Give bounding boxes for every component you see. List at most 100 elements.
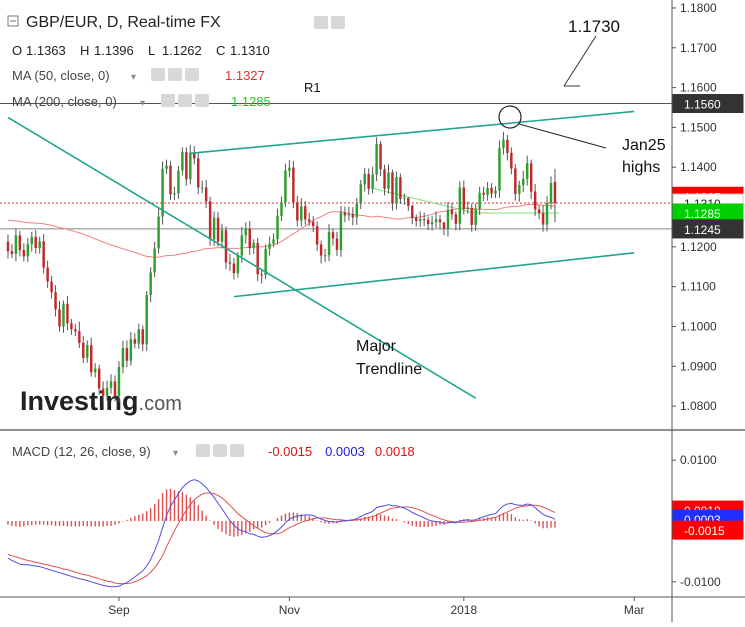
candle-body [161,168,164,217]
macd-line [7,479,556,588]
candle-body [224,230,228,263]
candle-body [204,187,208,202]
candle-body [256,242,259,275]
candle-body [280,202,283,216]
price-tick-label-2: 1.1600 [680,81,717,95]
candle-body [125,347,129,361]
time-label-sep: Sep [108,603,130,617]
time-label-nov: Nov [279,603,300,617]
candle-body [6,241,10,252]
macd-settings-icon-2[interactable] [230,444,244,457]
candle-body [494,190,497,194]
ohlc-label-h: H [80,43,89,58]
candle-body [244,228,248,236]
macd-legend-value-0: -0.0015 [268,444,312,459]
candle-body [454,214,458,224]
price-tick-label-0: 1.1800 [680,1,717,15]
candle-body [38,241,41,249]
candle-body [101,388,105,396]
macd-signal-line [7,492,556,585]
macd-dropdown-icon: ▾ [173,448,178,459]
collapse-icon[interactable] [7,15,19,27]
candle-body [30,236,33,245]
candle-body [212,217,216,240]
candle-body [510,152,513,169]
candle-body [355,203,359,218]
candle-body [343,212,347,216]
candle-body [525,163,529,179]
ma50-dropdown-icon: ▾ [131,72,136,83]
candle-body [240,235,244,256]
channel-upper-line [190,110,635,155]
candle-body [288,167,291,171]
candle-body [470,207,473,225]
symbol-title: GBP/EUR, D, Real-time FX [26,14,221,31]
candle-body [189,152,192,180]
ma50-settings-icon-1[interactable] [168,68,182,81]
candle-body [462,187,466,210]
candle-body [296,202,299,221]
ohlc-value-l: 1.1262 [162,43,202,58]
candle-body [181,152,184,171]
candle-body [93,368,97,373]
ma50-legend-label: MA (50, close, 0) [12,68,110,83]
r1-label: R1 [304,80,321,95]
candle-body [529,163,533,192]
candle-body [97,368,101,389]
price-tag-1.1560-bg [672,94,744,114]
candle-body [228,262,232,264]
candle-body [260,274,263,276]
candle-body [486,187,489,195]
candle-body [533,191,537,210]
price-tick-label-7: 1.1100 [680,280,716,294]
ma200-dropdown-icon: ▾ [140,98,145,109]
macd-settings-icon-1[interactable] [213,444,227,457]
ma200-settings-icon-1[interactable] [178,94,192,107]
channel-lower-line [233,252,635,298]
candle-body [22,250,26,257]
ma200-settings-icon-0[interactable] [161,94,175,107]
target-arrow-line [563,35,597,87]
ohlc-value-o: 1.1363 [26,43,66,58]
ohlc-value-c: 1.1310 [230,43,270,58]
symbol-settings-icon-1[interactable] [331,16,345,29]
candle-body [145,295,148,345]
candle-body [426,219,430,225]
candle-body [200,187,204,189]
macd-tick-label-1: -0.0100 [680,575,721,589]
macd-settings-icon-0[interactable] [196,444,210,457]
ohlc-label-c: C [216,43,225,58]
candle-body [264,248,267,276]
macd-tick-label-0: 0.0100 [680,453,717,467]
candle-body [411,205,414,218]
ma200-settings-icon-2[interactable] [195,94,209,107]
candle-body [117,367,121,397]
ma50-settings-icon-2[interactable] [185,68,199,81]
candle-body [391,172,394,204]
candle-body [220,230,224,242]
candle-body [498,148,501,191]
candle-body [518,185,521,194]
candle-body [553,181,557,204]
candle-body [422,218,426,220]
price-tag-1.1560: 1.1560 [684,98,721,112]
symbol-settings-icon-0[interactable] [314,16,328,29]
candle-body [478,192,481,209]
candle-body [319,244,323,256]
candle-body [541,213,545,225]
ma50-settings-icon-0[interactable] [151,68,165,81]
candle-body [82,342,85,358]
major-label: Major [356,338,397,355]
macd-tag--0.0015-bg [672,520,744,540]
candle-body [62,303,65,327]
candle-body [34,236,37,249]
price-tick-label-9: 1.0900 [680,359,717,373]
candle-body [10,251,14,255]
candle-body [458,187,462,224]
candle-body [315,226,319,245]
candle-body [502,139,505,149]
candle-body [514,168,517,194]
macd-tag--0.0015: -0.0015 [684,524,725,538]
